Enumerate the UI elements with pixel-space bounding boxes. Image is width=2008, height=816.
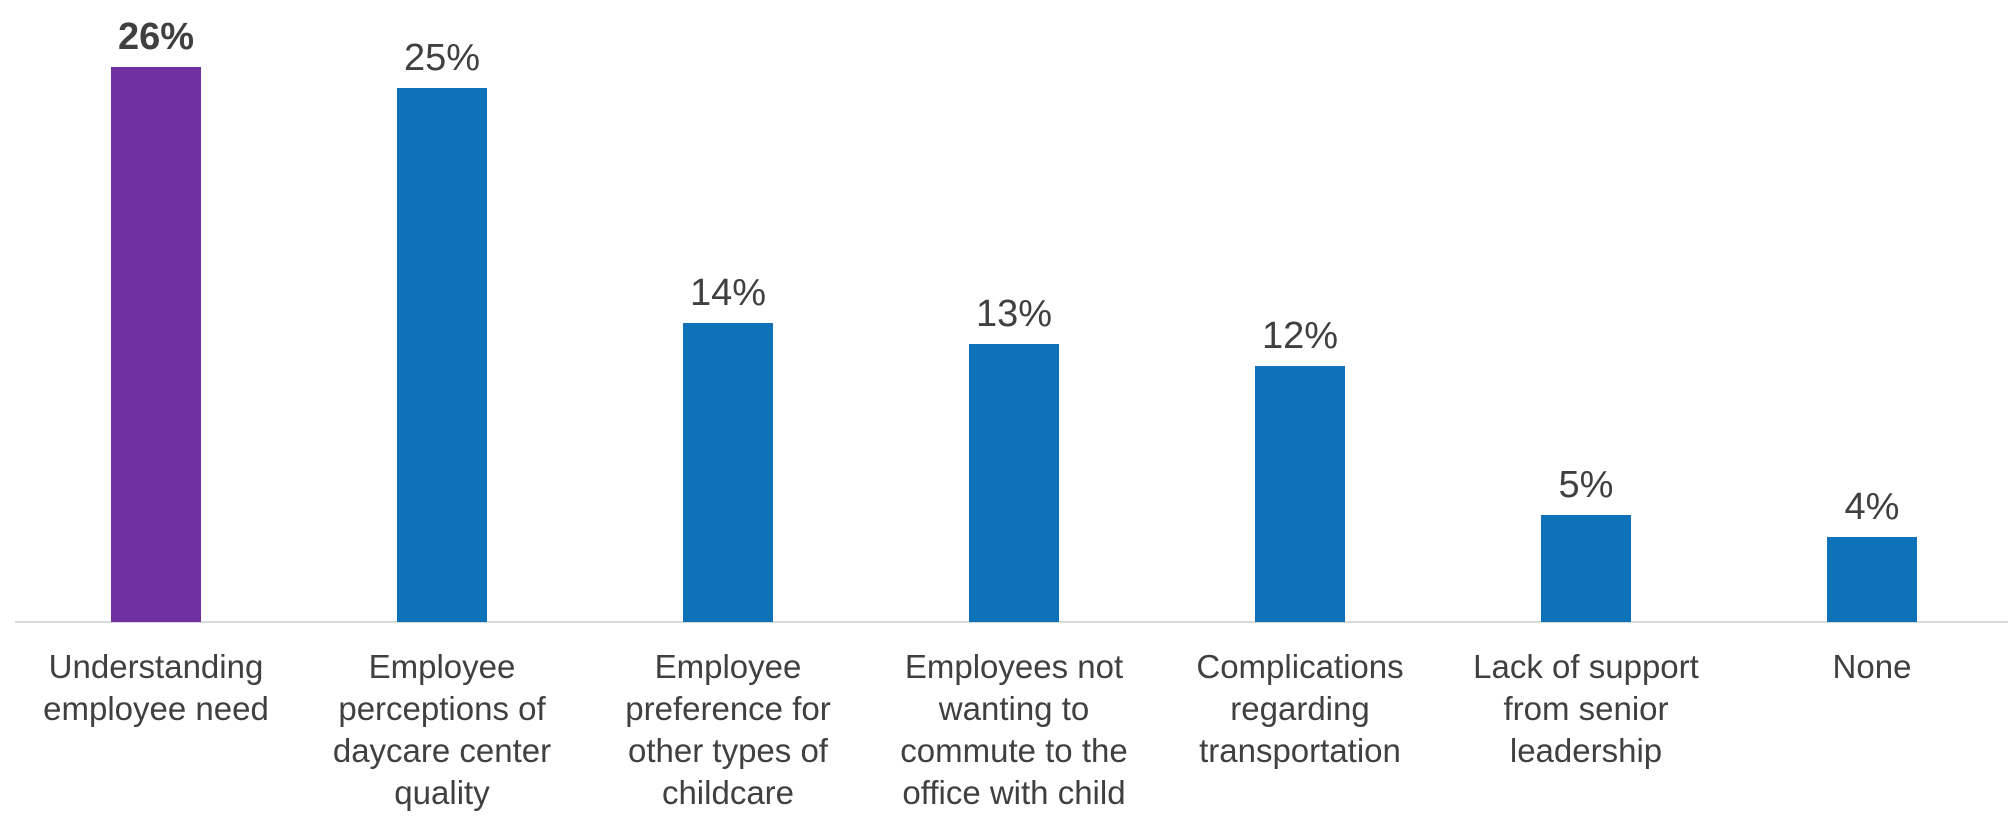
x-tick-label: Understanding employee need (43, 648, 269, 727)
x-tick-label: None (1832, 648, 1912, 685)
x-tick-label: Lack of support from senior leadership (1473, 648, 1699, 769)
bar (683, 323, 773, 622)
bar (1827, 536, 1917, 622)
data-label: 4% (1844, 485, 1900, 528)
bar (111, 66, 201, 622)
data-label: 26% (117, 15, 195, 58)
x-tick-label: Employee preference for other types of c… (625, 648, 831, 811)
data-label: 13% (975, 293, 1053, 336)
bar (1541, 515, 1631, 622)
bar (1255, 365, 1345, 622)
x-tick-label: Employees not wanting to commute to the … (900, 648, 1128, 811)
data-label: 25% (403, 37, 481, 80)
data-label: 12% (1261, 314, 1339, 357)
x-tick-label: Employee perceptions of daycare center q… (332, 648, 552, 811)
baseline (15, 621, 2008, 623)
data-label: 14% (689, 272, 767, 315)
bar (397, 88, 487, 622)
x-tick-label: Complications regarding transportation (1196, 648, 1404, 769)
data-label: 5% (1558, 464, 1614, 507)
bar (969, 344, 1059, 622)
